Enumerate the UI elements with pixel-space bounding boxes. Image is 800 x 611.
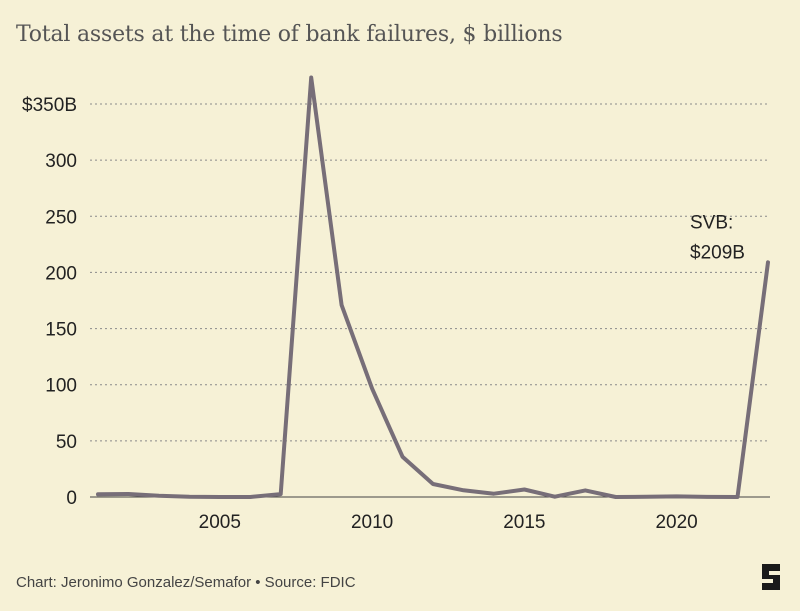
data-point — [463, 490, 464, 491]
source-credit: Chart: Jeronimo Gonzalez/Semafor • Sourc… — [16, 574, 356, 591]
y-tick-label: 300 — [45, 151, 77, 172]
data-point — [707, 496, 708, 497]
data-point — [311, 77, 312, 78]
data-point — [189, 496, 190, 497]
data-point — [768, 262, 769, 263]
annotation-label: $209B — [690, 242, 745, 263]
series-line — [96, 75, 770, 499]
y-tick-label: 100 — [45, 376, 77, 397]
data-point — [493, 493, 494, 494]
data-point — [341, 305, 342, 306]
x-axis-ticks: 2005 2010 2015 2020 — [199, 512, 698, 533]
data-point — [280, 494, 281, 495]
line-chart: 0 50 100 150 200 250 300 $350B 2005 2010 2015 2020… — [22, 75, 770, 533]
data-point — [250, 497, 251, 498]
data-point — [219, 497, 220, 498]
semafor-logo-icon — [762, 564, 780, 590]
data-point — [372, 388, 373, 389]
x-tick-label: 2005 — [199, 512, 241, 533]
data-point — [158, 495, 159, 496]
data-point — [554, 496, 555, 497]
data-point — [128, 493, 129, 494]
chart-title: Total assets at the time of bank failure… — [16, 22, 563, 47]
y-tick-label: 150 — [45, 320, 77, 341]
y-tick-label: 50 — [56, 432, 77, 453]
y-tick-label: 200 — [45, 263, 77, 284]
annotation-label: SVB: — [690, 212, 733, 233]
data-point — [402, 456, 403, 457]
x-tick-label: 2010 — [351, 512, 393, 533]
data-point — [524, 489, 525, 490]
data-point — [737, 497, 738, 498]
data-point — [615, 497, 616, 498]
gridlines — [90, 103, 770, 498]
x-tick-label: 2020 — [655, 512, 697, 533]
series-layer — [96, 75, 770, 499]
annotations: SVB: $209B — [690, 212, 745, 263]
data-point — [585, 490, 586, 491]
x-tick-label: 2015 — [503, 512, 545, 533]
y-tick-label: 0 — [66, 488, 77, 509]
data-point — [98, 494, 99, 495]
y-tick-label: 250 — [45, 207, 77, 228]
data-point — [433, 483, 434, 484]
y-axis-ticks: 0 50 100 150 200 250 300 $350B — [22, 95, 77, 509]
data-point — [676, 496, 677, 497]
y-tick-label: $350B — [22, 95, 77, 116]
data-point — [646, 496, 647, 497]
